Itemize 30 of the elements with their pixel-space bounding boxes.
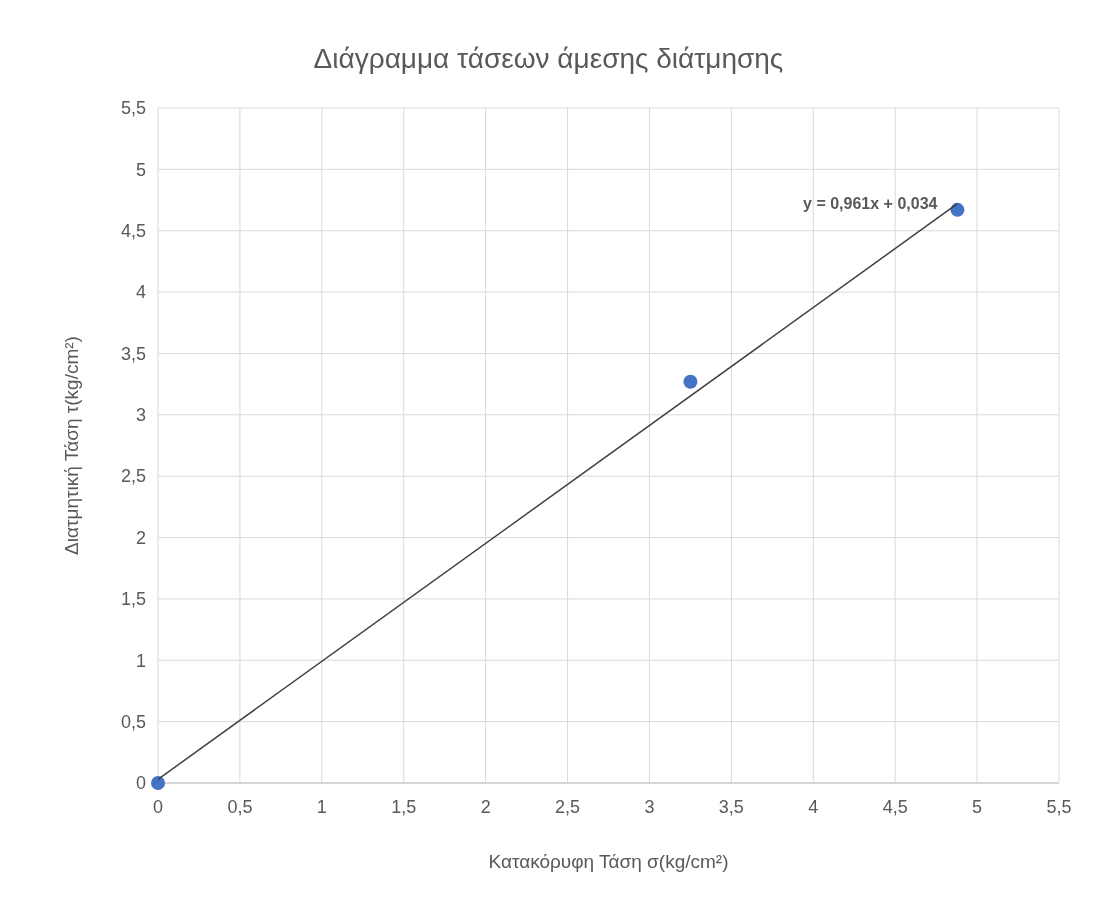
y-tick-label: 1 [135, 650, 146, 671]
annotation: y = 0,961x + 0,034 [803, 194, 938, 212]
x-tick-label: 3 [644, 797, 655, 817]
y-tick-label: 0,5 [120, 711, 146, 732]
x-tick-label: 1,5 [391, 797, 417, 817]
chart-title: Διάγραμμα τάσεων άμεσης διάτμησης [313, 43, 784, 74]
y-tick-label: 0 [135, 773, 146, 794]
x-tick-label: 0 [152, 797, 164, 817]
y-tick-label: 5,5 [120, 98, 146, 119]
x-tick-label: 4 [808, 797, 819, 817]
y-tick-label: 5 [135, 159, 146, 180]
x-tick-label: 5 [972, 797, 983, 817]
x-tick-label: 4,5 [882, 797, 908, 817]
x-tick-label: 2,5 [555, 797, 581, 817]
y-tick-label: 4 [135, 282, 146, 303]
y-axis-title: Διατμητική Τάση τ(kg/cm²) [61, 336, 82, 555]
y-tick-label: 2 [135, 527, 146, 548]
x-tick-label: 0,5 [227, 797, 253, 817]
point [683, 374, 698, 389]
y-tick-label: 1,5 [120, 589, 146, 610]
x-axis-title: Κατακόρυφη Τάση σ(kg/cm²) [488, 851, 729, 872]
y-tick-label: 3 [135, 405, 146, 426]
y-tick-label: 3,5 [120, 343, 146, 364]
point [151, 776, 165, 790]
x-tick-label: 3,5 [718, 797, 744, 817]
y-tick-label: 4,5 [120, 221, 146, 242]
y-tick-label: 2,5 [120, 466, 146, 487]
x-tick-label: 5,5 [1046, 797, 1072, 817]
x-tick-label: 2 [480, 797, 491, 817]
x-tick-label: 1 [316, 797, 327, 817]
